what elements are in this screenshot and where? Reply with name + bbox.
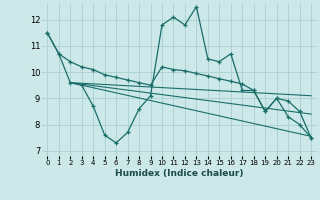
X-axis label: Humidex (Indice chaleur): Humidex (Indice chaleur) bbox=[115, 169, 244, 178]
